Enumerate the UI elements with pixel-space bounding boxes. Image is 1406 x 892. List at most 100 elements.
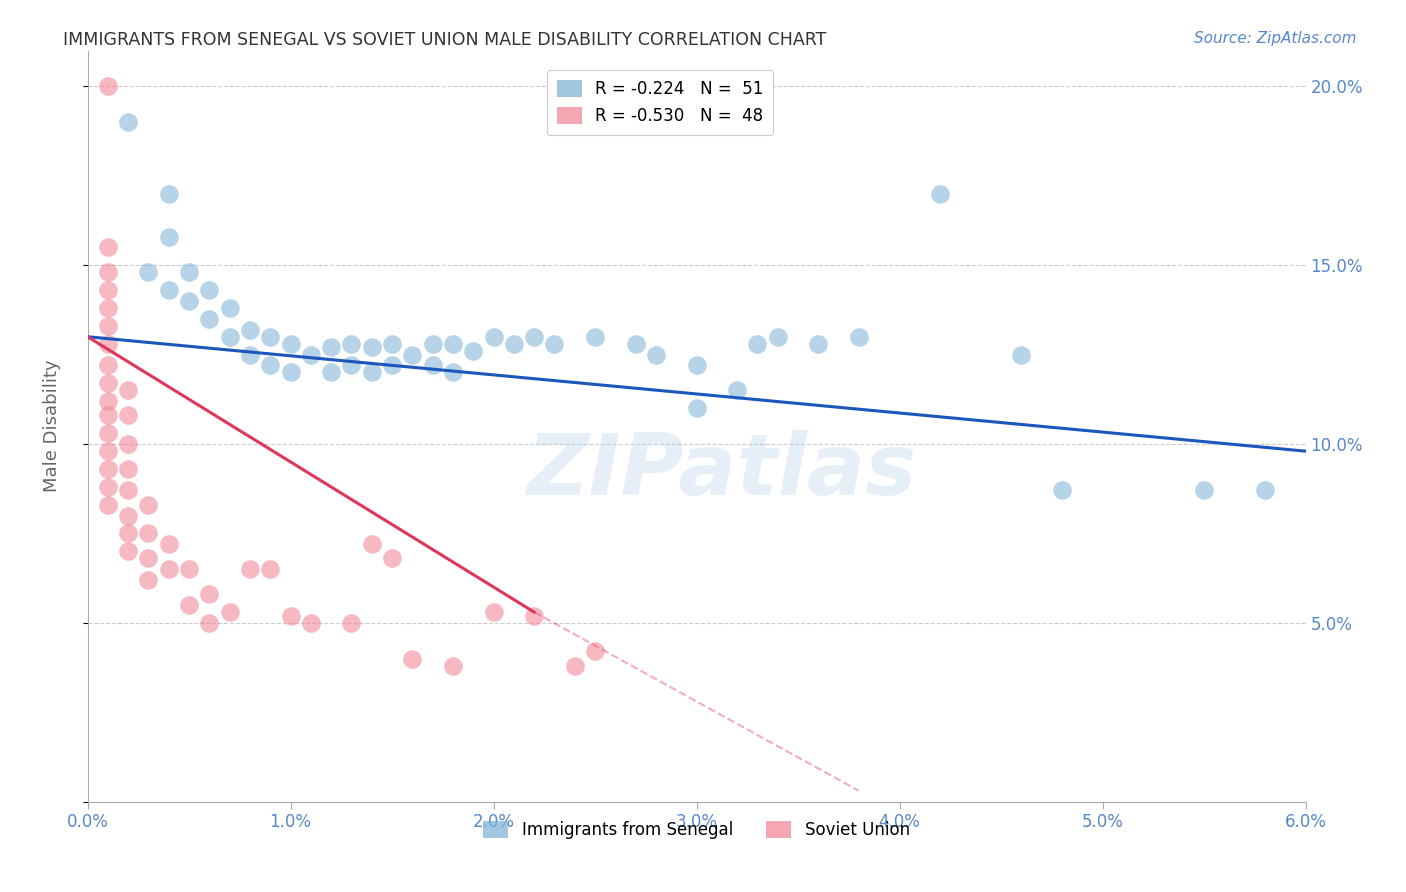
Point [97, 283, 120, 297]
Point [401, 651, 423, 665]
Point [97, 480, 120, 494]
Point [117, 483, 139, 498]
Point [177, 293, 200, 308]
Point [280, 608, 302, 623]
Point [177, 562, 200, 576]
Point [848, 330, 870, 344]
Point [624, 337, 647, 351]
Point [319, 366, 342, 380]
Point [97, 79, 120, 94]
Point [97, 462, 120, 476]
Point [117, 544, 139, 558]
Point [239, 562, 262, 576]
Point [218, 330, 240, 344]
Point [441, 658, 464, 673]
Point [259, 330, 281, 344]
Point [929, 186, 952, 201]
Point [381, 337, 404, 351]
Point [645, 348, 668, 362]
Text: ZIPatlas: ZIPatlas [526, 430, 915, 513]
Point [97, 359, 120, 373]
Text: Source: ZipAtlas.com: Source: ZipAtlas.com [1194, 31, 1357, 46]
Point [97, 426, 120, 441]
Point [482, 605, 505, 619]
Point [502, 337, 524, 351]
Point [463, 344, 485, 359]
Point [685, 359, 707, 373]
Point [97, 337, 120, 351]
Point [117, 384, 139, 398]
Point [157, 537, 180, 551]
Point [482, 330, 505, 344]
Point [117, 115, 139, 129]
Point [198, 587, 221, 601]
Point [117, 409, 139, 423]
Point [97, 240, 120, 254]
Point [1192, 483, 1215, 498]
Point [198, 615, 221, 630]
Point [280, 366, 302, 380]
Point [360, 366, 382, 380]
Point [198, 311, 221, 326]
Point [299, 615, 322, 630]
Point [97, 301, 120, 315]
Point [685, 401, 707, 416]
Point [97, 394, 120, 409]
Point [97, 498, 120, 512]
Point [523, 608, 546, 623]
Point [138, 526, 160, 541]
Point [97, 265, 120, 279]
Point [280, 337, 302, 351]
Point [97, 444, 120, 458]
Point [381, 359, 404, 373]
Point [401, 348, 423, 362]
Point [583, 330, 606, 344]
Point [157, 562, 180, 576]
Point [381, 551, 404, 566]
Point [157, 283, 180, 297]
Point [583, 644, 606, 658]
Point [218, 301, 240, 315]
Point [422, 337, 444, 351]
Point [218, 605, 240, 619]
Point [1254, 483, 1277, 498]
Point [239, 322, 262, 336]
Point [259, 359, 281, 373]
Point [360, 537, 382, 551]
Point [340, 359, 363, 373]
Point [97, 409, 120, 423]
Point [807, 337, 830, 351]
Point [138, 573, 160, 587]
Point [138, 498, 160, 512]
Point [523, 330, 546, 344]
Point [157, 229, 180, 244]
Point [747, 337, 769, 351]
Point [117, 508, 139, 523]
Point [299, 348, 322, 362]
Point [198, 283, 221, 297]
Point [543, 337, 565, 351]
Point [138, 265, 160, 279]
Point [441, 337, 464, 351]
Point [138, 551, 160, 566]
Point [97, 376, 120, 391]
Point [117, 437, 139, 451]
Point [340, 337, 363, 351]
Point [422, 359, 444, 373]
Y-axis label: Male Disability: Male Disability [44, 359, 60, 492]
Text: IMMIGRANTS FROM SENEGAL VS SOVIET UNION MALE DISABILITY CORRELATION CHART: IMMIGRANTS FROM SENEGAL VS SOVIET UNION … [63, 31, 827, 49]
Point [177, 265, 200, 279]
Point [766, 330, 789, 344]
Point [564, 658, 586, 673]
Point [157, 186, 180, 201]
Point [340, 615, 363, 630]
Legend: Immigrants from Senegal, Soviet Union: Immigrants from Senegal, Soviet Union [477, 814, 917, 846]
Point [319, 341, 342, 355]
Point [259, 562, 281, 576]
Point [97, 318, 120, 333]
Point [117, 526, 139, 541]
Point [1050, 483, 1073, 498]
Point [441, 366, 464, 380]
Point [177, 598, 200, 612]
Point [725, 384, 748, 398]
